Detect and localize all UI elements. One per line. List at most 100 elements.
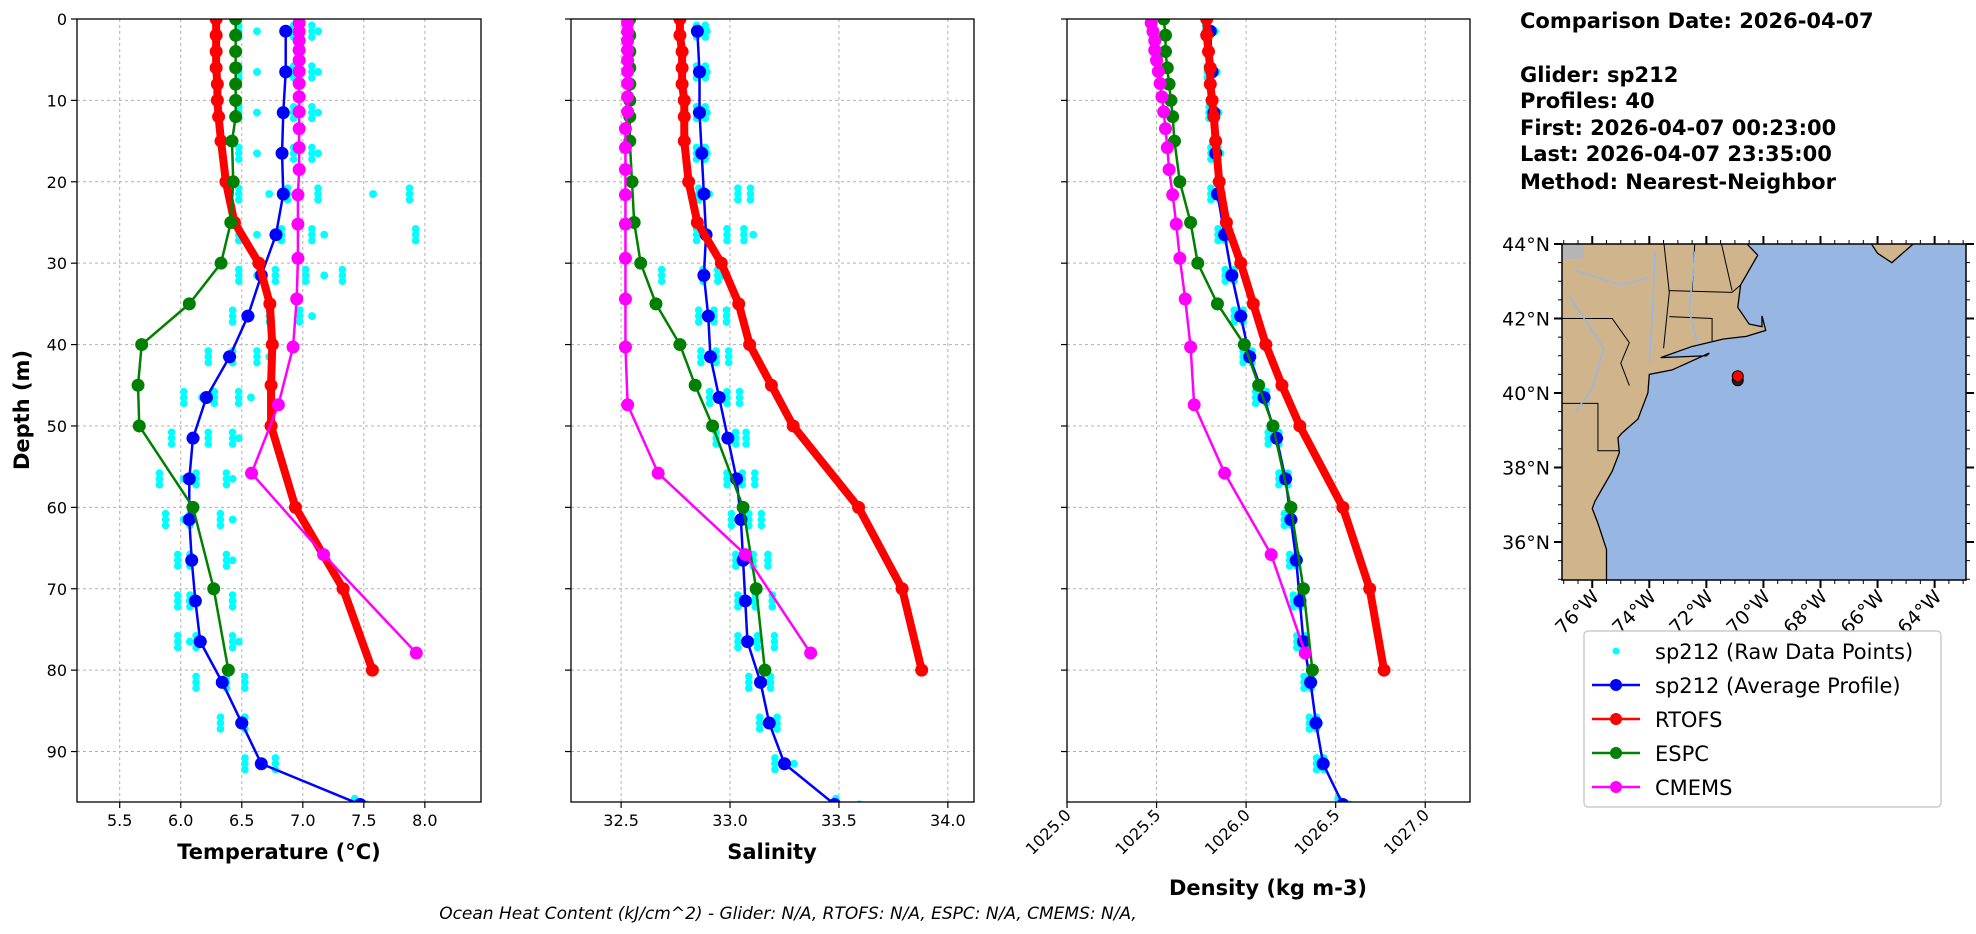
legend-entry-espc: ESPC [1592, 742, 1709, 766]
cmems-marker [1159, 122, 1173, 136]
x-axis-label-density: Density (kg m-3) [1169, 876, 1367, 900]
raw-data-point [723, 387, 731, 396]
raw-data-point [228, 643, 237, 652]
location-map: 36°N38°N40°N42°N44°N76°W 74°W 72°W 70°W 68°W… [1502, 234, 1974, 639]
raw-data-point [724, 352, 733, 361]
rtofs-marker [1363, 582, 1377, 596]
rtofs-marker [673, 28, 687, 42]
raw-data-point [411, 225, 420, 233]
panel-0: 5.5 6.0 6.5 7.0 7.5 8.0 0 10 20 30 40 50 60 70 80 90 [47, 10, 482, 830]
y-tick-label: 80 [47, 661, 67, 680]
raw-data-point [740, 236, 748, 245]
espc-marker [229, 45, 243, 59]
legend-label: ESPC [1655, 742, 1709, 766]
lat-tick-label: 36°N [1502, 532, 1550, 554]
raw-data-point [204, 434, 213, 442]
rtofs-marker [214, 134, 228, 148]
raw-data-point [314, 196, 322, 204]
cmems-marker [1184, 340, 1198, 354]
espc-marker [1184, 215, 1198, 229]
raw-data-point [308, 114, 316, 123]
espc-marker [229, 28, 243, 42]
raw-data-point [734, 196, 742, 204]
legend-raw-point-icon [1612, 647, 1620, 655]
raw-data-point [253, 68, 261, 76]
rtofs-marker [1212, 175, 1226, 189]
raw-data-point [216, 725, 225, 733]
glider-marker [1234, 309, 1248, 323]
espc-marker [649, 297, 663, 311]
profile-panels: 5.5 6.0 6.5 7.0 7.5 8.0 0 10 20 30 40 50 60 70 80 90 32.… [47, 10, 1471, 858]
raw-data-point [764, 562, 772, 570]
rtofs-marker [1246, 297, 1260, 311]
glider-marker [701, 309, 715, 323]
raw-data-point [234, 277, 243, 286]
glider-marker [241, 309, 255, 323]
raw-data-point [173, 562, 182, 570]
raw-data-point [771, 754, 779, 762]
raw-data-point [228, 603, 237, 611]
glider-marker [1316, 757, 1330, 771]
raw-data-point [734, 637, 742, 646]
state-border [1562, 318, 1630, 386]
cmems-marker [651, 466, 665, 480]
rtofs-marker [365, 663, 379, 677]
cmems-marker [618, 188, 632, 202]
espc-marker [1191, 256, 1205, 270]
raw-data-point [308, 312, 316, 320]
cmems-marker [271, 398, 285, 412]
raw-data-point [705, 393, 714, 402]
raw-data-point [228, 475, 237, 483]
raw-data-point [745, 684, 753, 693]
raw-data-point [723, 399, 731, 408]
raw-data-point [222, 556, 231, 565]
rtofs-marker [1201, 45, 1215, 59]
raw-data-point [727, 509, 736, 518]
raw-data-point [271, 277, 280, 286]
raw-data-point [724, 347, 733, 355]
raw-data-point [723, 236, 731, 245]
raw-data-point [701, 33, 710, 41]
river [1688, 251, 1699, 345]
raw-data-point [740, 225, 748, 233]
cmems-marker [292, 53, 306, 67]
raw-data-point [727, 521, 736, 530]
map-content [1562, 244, 1915, 580]
state-border [1669, 284, 1741, 293]
legend: sp212 (Raw Data Points) sp212 (Average Pr… [1583, 630, 1942, 808]
glider-marker [279, 24, 293, 38]
legend-box [1583, 630, 1942, 808]
raw-data-point [155, 480, 164, 489]
glider-marker [693, 106, 707, 120]
legend-label: RTOFS [1655, 708, 1722, 732]
raw-data-point [705, 387, 714, 396]
cmems-marker [1166, 188, 1180, 202]
legend-label: sp212 (Raw Data Points) [1655, 640, 1913, 664]
espc-marker [214, 256, 228, 270]
raw-data-point [314, 27, 322, 36]
raw-data-point [210, 399, 219, 408]
cmems-marker [618, 292, 632, 306]
raw-data-point [770, 643, 779, 652]
x-tick-label: 7.0 [290, 811, 315, 830]
raw-data-point [694, 318, 703, 326]
raw-data-point [405, 190, 414, 198]
raw-data-point [173, 637, 182, 646]
x-axis-label-temperature: Temperature (°C) [177, 840, 380, 864]
raw-data-point [308, 108, 316, 117]
espc-marker [132, 419, 146, 433]
espc-marker [1159, 45, 1173, 59]
rtofs-marker [675, 61, 689, 75]
raw-data-point [271, 265, 280, 274]
espc-marker [221, 663, 235, 677]
cmems-marker [1148, 34, 1162, 48]
cmems-marker [292, 163, 306, 177]
raw-data-point [753, 643, 762, 652]
cmems-marker [621, 64, 635, 78]
glider-profile-line [188, 31, 358, 802]
espc-marker [688, 378, 702, 392]
x-tick-label: 6.0 [168, 811, 193, 830]
raw-data-point [411, 236, 420, 245]
raw-data-point [228, 440, 237, 448]
